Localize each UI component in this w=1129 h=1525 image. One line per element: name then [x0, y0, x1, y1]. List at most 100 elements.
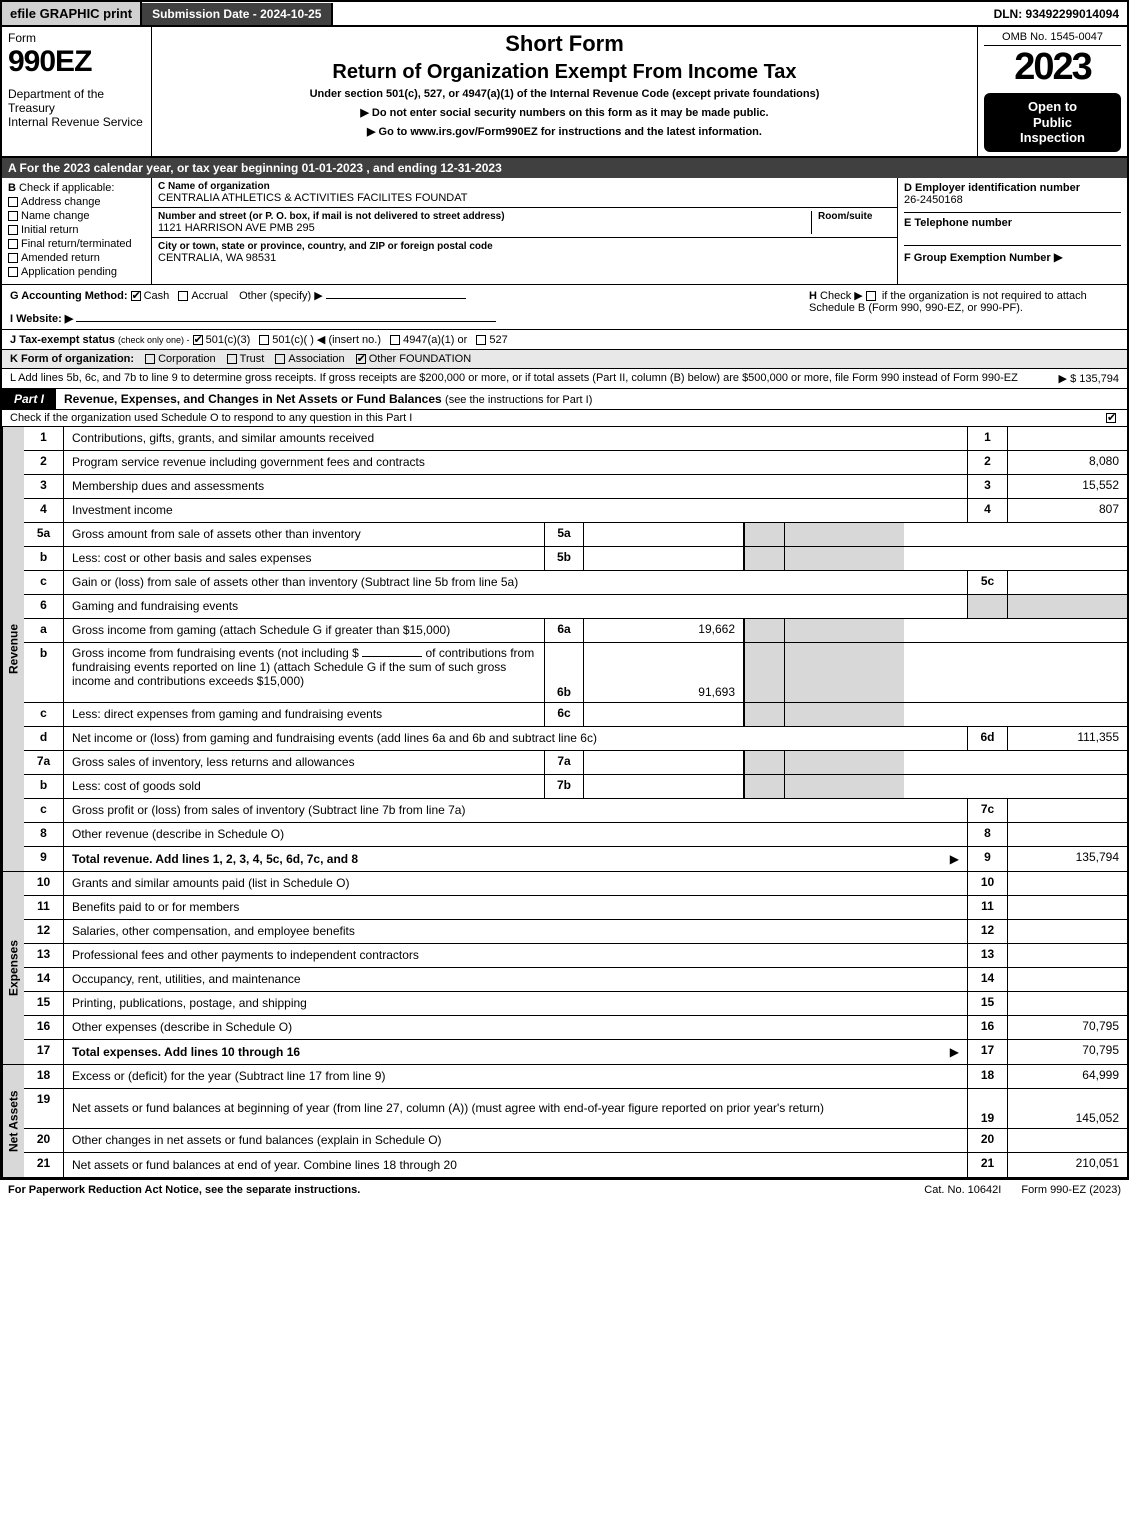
num-17: 17	[967, 1040, 1007, 1064]
cb-accrual[interactable]	[178, 291, 188, 301]
cb-corp[interactable]	[145, 354, 155, 364]
org-city: CENTRALIA, WA 98531	[158, 252, 891, 264]
lbl-accrual: Accrual	[191, 290, 228, 302]
part1-tab: Part I	[2, 389, 56, 409]
num-6d: 6d	[967, 727, 1007, 750]
val-4: 807	[1007, 499, 1127, 522]
row-6b: b Gross income from fundraising events (…	[24, 643, 1127, 703]
lbl-other-specify: Other (specify) ▶	[239, 290, 323, 302]
ln-7b: b	[24, 775, 64, 798]
num-14: 14	[967, 968, 1007, 991]
cb-initial-return[interactable]	[8, 225, 18, 235]
val-20	[1007, 1129, 1127, 1152]
form-label: Form	[8, 31, 145, 45]
k-label: K Form of organization:	[10, 353, 134, 365]
val-15	[1007, 992, 1127, 1015]
num-7c: 7c	[967, 799, 1007, 822]
val-7b-shade	[784, 775, 904, 798]
cb-trust[interactable]	[227, 354, 237, 364]
main-title: Return of Organization Exempt From Incom…	[158, 61, 971, 84]
h-text: Check ▶	[820, 290, 863, 302]
l-text: L Add lines 5b, 6c, and 7b to line 9 to …	[10, 372, 1051, 385]
lbl-527: 527	[489, 334, 507, 346]
row-11: 11 Benefits paid to or for members 11	[24, 896, 1127, 920]
desc-6b: Gross income from fundraising events (no…	[64, 643, 544, 702]
ival-6b: 91,693	[584, 643, 744, 702]
num-5c: 5c	[967, 571, 1007, 594]
ln-6a: a	[24, 619, 64, 642]
part1-title: Revenue, Expenses, and Changes in Net As…	[64, 392, 442, 406]
i-label: I Website: ▶	[10, 313, 73, 325]
cb-application-pending[interactable]	[8, 267, 18, 277]
cb-4947[interactable]	[390, 335, 400, 345]
lbl-other-org: Other FOUNDATION	[369, 353, 471, 365]
submission-date-label: Submission Date - 2024-10-25	[142, 3, 333, 25]
c-street-label: Number and street (or P. O. box, if mail…	[158, 211, 811, 222]
c-city-label: City or town, state or province, country…	[158, 241, 891, 252]
cb-schedule-o[interactable]	[1106, 413, 1116, 423]
d-label: D Employer identification number	[904, 182, 1121, 194]
cb-501c3[interactable]	[193, 335, 203, 345]
cb-501c[interactable]	[259, 335, 269, 345]
ln-7a: 7a	[24, 751, 64, 774]
row-5a: 5a Gross amount from sale of assets othe…	[24, 523, 1127, 547]
cb-h[interactable]	[866, 291, 876, 301]
num-2: 2	[967, 451, 1007, 474]
ln-18: 18	[24, 1065, 64, 1088]
cb-amended-return[interactable]	[8, 253, 18, 263]
form-header: Form 990EZ Department of the Treasury In…	[0, 27, 1129, 158]
instructions-link[interactable]: ▶ Go to www.irs.gov/Form990EZ for instru…	[158, 125, 971, 138]
f-arrow: ▶	[1054, 250, 1063, 264]
footer-cat-no: Cat. No. 10642I	[904, 1184, 1021, 1196]
cb-final-return[interactable]	[8, 239, 18, 249]
desc-5b: Less: cost or other basis and sales expe…	[64, 547, 544, 570]
desc-12: Salaries, other compensation, and employ…	[64, 920, 967, 943]
val-12	[1007, 920, 1127, 943]
ln-2: 2	[24, 451, 64, 474]
row-7b: b Less: cost of goods sold 7b	[24, 775, 1127, 799]
inum-6c: 6c	[544, 703, 584, 726]
schedule-o-text: Check if the organization used Schedule …	[10, 412, 1106, 424]
lbl-corp: Corporation	[158, 353, 215, 365]
efile-print-button[interactable]: efile GRAPHIC print	[2, 2, 142, 25]
inum-6a: 6a	[544, 619, 584, 642]
val-1	[1007, 427, 1127, 450]
ln-3: 3	[24, 475, 64, 498]
ssn-warning: ▶ Do not enter social security numbers o…	[158, 106, 971, 119]
val-17: 70,795	[1007, 1040, 1127, 1064]
num-7b-shade	[744, 775, 784, 798]
val-13	[1007, 944, 1127, 967]
num-15: 15	[967, 992, 1007, 1015]
j-sub: (check only one) -	[118, 335, 190, 345]
arrow-9: ▶	[950, 852, 959, 866]
row-5c: c Gain or (loss) from sale of assets oth…	[24, 571, 1127, 595]
desc-6d: Net income or (loss) from gaming and fun…	[64, 727, 967, 750]
row-4: 4 Investment income 4 807	[24, 499, 1127, 523]
val-14	[1007, 968, 1127, 991]
short-form-title: Short Form	[158, 31, 971, 57]
cb-other-org[interactable]	[356, 354, 366, 364]
desc-7b: Less: cost of goods sold	[64, 775, 544, 798]
cb-cash[interactable]	[131, 291, 141, 301]
ln-16: 16	[24, 1016, 64, 1039]
row-9: 9 Total revenue. Add lines 1, 2, 3, 4, 5…	[24, 847, 1127, 871]
ival-7b	[584, 775, 744, 798]
footer-form-ref: Form 990-EZ (2023)	[1021, 1184, 1121, 1196]
num-5b-shade	[744, 547, 784, 570]
num-7a-shade	[744, 751, 784, 774]
num-6a-shade	[744, 619, 784, 642]
part1-header: Part I Revenue, Expenses, and Changes in…	[0, 389, 1129, 410]
desc-7c: Gross profit or (loss) from sales of inv…	[64, 799, 967, 822]
inum-6b: 6b	[544, 643, 584, 702]
val-7a-shade	[784, 751, 904, 774]
lbl-application-pending: Application pending	[21, 266, 117, 278]
val-2: 8,080	[1007, 451, 1127, 474]
cb-name-change[interactable]	[8, 211, 18, 221]
cb-address-change[interactable]	[8, 197, 18, 207]
cb-527[interactable]	[476, 335, 486, 345]
inum-7b: 7b	[544, 775, 584, 798]
section-a-bar: A For the 2023 calendar year, or tax yea…	[0, 158, 1129, 178]
org-name: CENTRALIA ATHLETICS & ACTIVITIES FACILIT…	[158, 192, 891, 204]
cb-assoc[interactable]	[275, 354, 285, 364]
dept-treasury: Department of the Treasury	[8, 87, 145, 115]
